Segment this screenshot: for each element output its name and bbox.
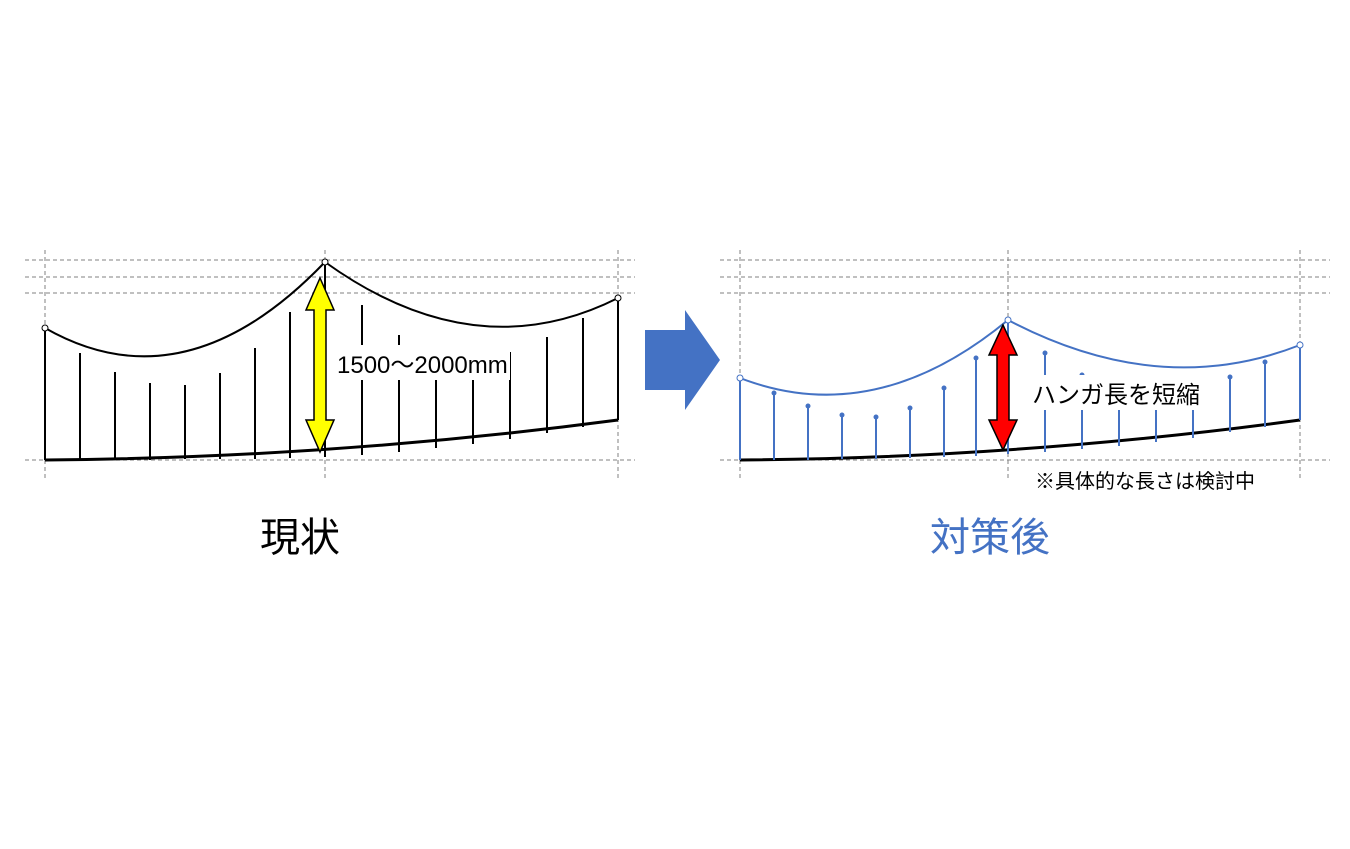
right-panel: [720, 250, 1330, 480]
left-panel: [25, 250, 635, 480]
yellow-dimension-arrow: [306, 278, 334, 452]
diagram-svg: [0, 0, 1350, 844]
annotation-label: ハンガ長を短縮: [1030, 375, 1202, 410]
left-title: 現状: [260, 505, 340, 563]
transition-arrow-icon: [645, 310, 720, 410]
right-title: 対策後: [930, 505, 1050, 563]
dimension-label: 1500～2000mm: [335, 345, 510, 380]
diagram-root: 現状 対策後 1500～2000mm ハンガ長を短縮 ※具体的な長さは検討中: [0, 0, 1350, 844]
note-label: ※具体的な長さは検討中: [1035, 465, 1255, 494]
red-dimension-arrow: [989, 325, 1017, 450]
